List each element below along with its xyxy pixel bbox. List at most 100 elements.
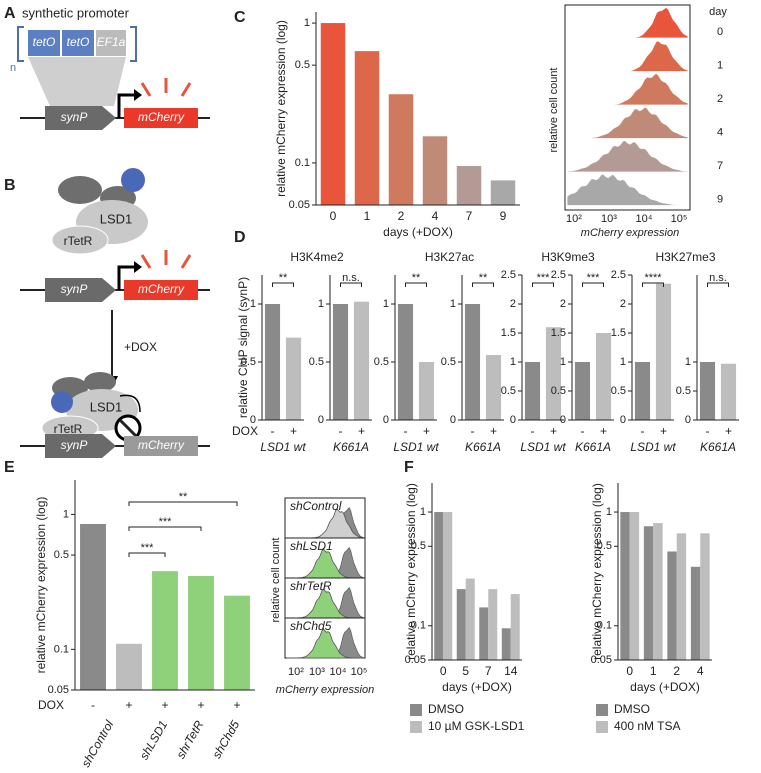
promoter-label: synP (61, 282, 88, 296)
significance-bracket (340, 282, 362, 287)
significance-label: *** (537, 272, 551, 284)
y-tick-label: 1 (63, 508, 69, 520)
y-tick-label: 0.5 (374, 356, 389, 368)
x-tick-label: 1 (650, 664, 657, 678)
y-tick-label: 1 (606, 506, 612, 518)
significance-bracket (128, 501, 238, 506)
significance-label: **** (644, 272, 662, 284)
legend-title: day (709, 6, 727, 18)
bar (116, 643, 142, 690)
bar (418, 362, 435, 420)
histogram-shape (566, 173, 689, 206)
protein-blob (84, 372, 116, 392)
bar (629, 512, 640, 660)
x-tick-label: - (271, 424, 275, 438)
histogram-shape (567, 40, 689, 72)
element-label: tetO (33, 35, 56, 49)
panel-label: E (4, 459, 15, 476)
y-tick-label: 0.5 (597, 540, 612, 552)
bar (456, 589, 466, 660)
legend-label: DMSO (428, 702, 464, 716)
significance-bracket (405, 282, 427, 287)
bar (700, 533, 710, 660)
bar (285, 337, 302, 420)
y-tick-label: 0.1 (597, 620, 612, 632)
x-tick-label: + (660, 424, 667, 438)
promoter-arrow (45, 278, 116, 302)
x-axis-label: LSD1 wt (393, 440, 439, 454)
significance-label: n.s. (709, 272, 727, 284)
x-tick-label: - (641, 424, 645, 438)
x-axis-label: K661A (333, 440, 369, 454)
y-tick-label: 0 (620, 414, 626, 426)
y-tick-label: 0.5 (611, 385, 626, 397)
legend-label: 400 nM TSA (614, 719, 680, 733)
y-tick-label: 1 (450, 298, 456, 310)
y-tick-label: 1 (620, 356, 626, 368)
significance-bracket (582, 282, 604, 287)
panel-label: D (234, 229, 246, 246)
tet-operator (28, 30, 60, 56)
y-tick-label: 1 (685, 356, 691, 368)
bar (422, 136, 448, 205)
x-tick-label: + (725, 424, 732, 438)
x-tick-label: 4 (432, 209, 439, 223)
legend-label: 4 (717, 126, 723, 138)
bar (332, 304, 349, 420)
y-tick-label: 0 (318, 414, 324, 426)
y-tick-label: 1 (318, 298, 324, 310)
x-tick-label: 0 (626, 664, 633, 678)
bar (465, 578, 475, 660)
bar (690, 566, 701, 660)
x-tick-label: 2 (673, 664, 680, 678)
x-axis-label: days (+DOX) (442, 680, 512, 694)
x-tick-label: + (358, 424, 365, 438)
repeat-label: n (10, 62, 16, 74)
significance-label: ** (179, 491, 188, 503)
significance-bracket (128, 552, 166, 557)
x-tick-label: 0 (330, 209, 337, 223)
significance-label: ** (279, 272, 288, 284)
y-tick-label: 2.5 (501, 269, 516, 281)
legend-swatch (410, 704, 422, 716)
x-tick-label: + (290, 424, 297, 438)
y-tick-label: 1 (420, 506, 426, 518)
bar (667, 551, 677, 660)
significance-bracket (128, 526, 202, 531)
y-tick-label: 2.5 (611, 269, 626, 281)
promoter-zoom (28, 57, 126, 106)
dox-label: + (161, 698, 168, 712)
tss-arrow (117, 265, 134, 290)
y-axis-label: relative mCherry expression (log) (34, 497, 48, 674)
bar (434, 512, 444, 660)
x-tick-label: + (423, 424, 430, 438)
y-tick-label: 0.1 (295, 157, 310, 169)
reporter-box (124, 436, 198, 456)
y-tick-label: 0.5 (54, 549, 69, 561)
bar (188, 575, 214, 690)
significance-bracket (272, 282, 294, 287)
bar (320, 23, 346, 205)
x-axis-label: LSD1 wt (520, 440, 566, 454)
x-axis-label: LSD1 wt (630, 440, 676, 454)
protein-label: rTetR (54, 422, 83, 436)
y-tick-label: 1 (510, 356, 516, 368)
x-tick-label: 10² (288, 666, 304, 678)
bar (595, 333, 612, 420)
y-tick-label: 2 (510, 298, 516, 310)
y-tick-label: 0.5 (411, 540, 426, 552)
x-tick-label: 9 (500, 209, 507, 223)
x-axis-label: days (+DOX) (630, 680, 700, 694)
protein-blob (58, 176, 102, 204)
reporter-label: mCherry (138, 110, 185, 124)
significance-label: n.s. (342, 272, 360, 284)
histogram-label: shControl (290, 499, 342, 513)
reporter-box (124, 108, 198, 128)
x-tick-label: shrTetR (173, 718, 206, 761)
significance-label: *** (159, 516, 173, 528)
y-tick-label: 0.05 (48, 684, 69, 696)
x-tick-label: + (550, 424, 557, 438)
significance-bracket (472, 282, 494, 287)
expression-rays (140, 250, 192, 269)
